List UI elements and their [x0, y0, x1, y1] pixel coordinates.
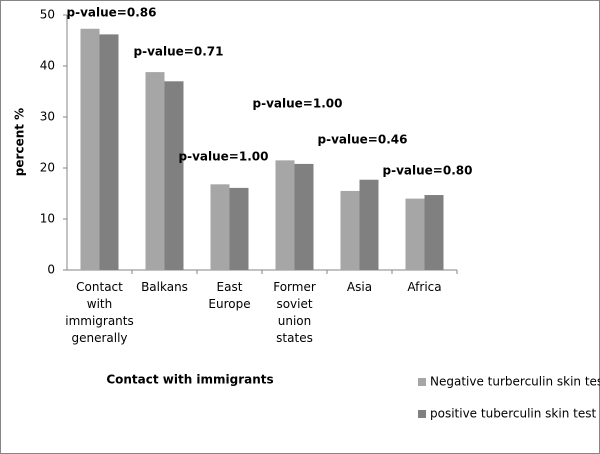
- bar: [424, 195, 444, 270]
- y-tick-label: 40: [40, 59, 55, 73]
- x-tick-label: Asia: [347, 280, 372, 294]
- bar: [340, 190, 360, 270]
- x-axis-title: Contact with immigrants: [106, 373, 273, 387]
- bar: [294, 163, 314, 270]
- bar: [229, 187, 249, 270]
- bar: [359, 179, 379, 270]
- x-tick-label: Balkans: [141, 280, 188, 294]
- y-tick-label: 0: [47, 263, 55, 277]
- annotation: p-value=0.71: [134, 45, 224, 59]
- legend-swatch: [418, 378, 426, 386]
- bar: [145, 72, 165, 271]
- annotation: p-value=0.46: [318, 133, 408, 147]
- bar: [275, 160, 295, 270]
- legend-label: positive tuberculin skin test: [430, 407, 596, 421]
- y-axis-title: percent %: [13, 108, 27, 176]
- legend-label: Negative turberculin skin test: [430, 375, 600, 389]
- bar: [99, 34, 119, 270]
- y-tick-label: 10: [40, 212, 55, 226]
- annotation: p-value=1.00: [253, 97, 343, 111]
- y-tick-label: 20: [40, 161, 55, 175]
- x-tick-label: East Europe: [208, 280, 250, 311]
- y-tick-label: 30: [40, 110, 55, 124]
- bar: [164, 81, 184, 270]
- bar: [80, 28, 100, 270]
- legend-swatch: [418, 410, 426, 418]
- y-tick-label: 50: [40, 8, 55, 22]
- x-tick-label: Former soviet union states: [273, 280, 316, 345]
- x-tick-label: Africa: [407, 280, 441, 294]
- annotation: p-value=0.80: [383, 164, 473, 178]
- annotation: p-value=1.00: [179, 150, 269, 164]
- bar: [210, 184, 230, 270]
- x-tick-label: Contact with immigrants generally: [65, 280, 134, 345]
- bar: [405, 198, 425, 270]
- annotation: p-value=0.86: [67, 6, 157, 20]
